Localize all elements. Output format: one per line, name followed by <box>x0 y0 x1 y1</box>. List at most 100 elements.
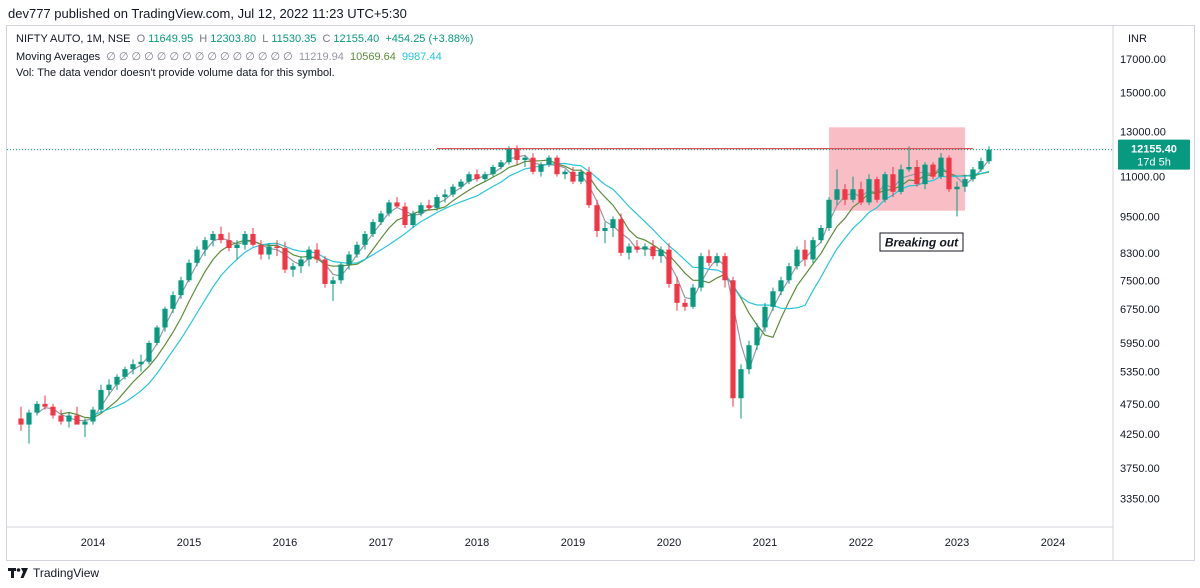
candle-body <box>594 205 600 231</box>
low-label: L <box>262 33 269 45</box>
y-tick-label: 7500.00 <box>1120 275 1160 287</box>
candle <box>442 189 448 203</box>
symbol-label[interactable]: NIFTY AUTO, 1M, NSE <box>16 33 131 45</box>
candle-body <box>802 249 808 260</box>
candle-body <box>658 249 664 257</box>
y-tick-label: 4250.00 <box>1120 429 1160 441</box>
candle <box>178 276 184 299</box>
candle <box>58 409 64 425</box>
candle <box>146 340 152 365</box>
candle <box>938 153 944 180</box>
candle-body <box>386 202 392 214</box>
candle-body <box>418 205 424 214</box>
close-value: 12155.40 <box>333 33 380 45</box>
candle <box>90 406 96 425</box>
candle <box>866 174 872 206</box>
candle-body <box>546 157 552 165</box>
candle <box>706 249 712 267</box>
candle <box>362 230 368 250</box>
candle-body <box>890 174 896 192</box>
candle-body <box>18 418 24 425</box>
y-tick-label: 3350.00 <box>1120 493 1160 505</box>
candle <box>642 243 648 257</box>
candle <box>842 184 848 206</box>
candle <box>450 184 456 198</box>
candle <box>650 240 656 260</box>
candle <box>546 155 552 167</box>
candle-body <box>866 179 872 203</box>
candle-body <box>834 189 840 200</box>
candle-body <box>706 256 712 263</box>
candle <box>818 225 824 244</box>
candle <box>850 176 856 203</box>
candle <box>202 237 208 257</box>
candle <box>306 246 312 267</box>
candle <box>826 197 832 231</box>
candle <box>474 169 480 182</box>
candle-body <box>522 157 528 160</box>
y-tick-label: 17000.00 <box>1120 54 1166 66</box>
candle-body <box>738 369 744 399</box>
volume-legend: Vol: The data vendor doesn't provide vol… <box>16 67 338 79</box>
candle-body <box>370 222 376 234</box>
chart-pane[interactable] <box>6 25 1195 561</box>
x-tick-label: 2024 <box>1041 537 1065 549</box>
ohlc-legend: NIFTY AUTO, 1M, NSE O 11649.95 H 12303.80 … <box>16 33 476 45</box>
candle-body <box>298 259 304 267</box>
candle <box>778 276 784 296</box>
candle <box>786 262 792 284</box>
y-tick-label: 4750.00 <box>1120 399 1160 411</box>
candle <box>50 403 56 419</box>
candle-body <box>178 280 184 296</box>
candle <box>754 323 760 350</box>
candle-body <box>90 409 96 422</box>
candle-body <box>602 227 608 231</box>
candle <box>322 256 328 288</box>
ma-legend[interactable]: Moving Averages ∅ ∅ ∅ ∅ ∅ ∅ ∅ ∅ ∅ ∅ ∅ ∅ … <box>16 50 445 63</box>
candle-body <box>346 254 352 265</box>
close-label: C <box>322 33 331 45</box>
candle-body <box>514 148 520 160</box>
candle-body <box>762 306 768 328</box>
candle-body <box>946 157 952 190</box>
candle-body <box>42 403 48 407</box>
candle-body <box>226 240 232 249</box>
candle <box>82 418 88 438</box>
candle-body <box>498 162 504 167</box>
candle <box>802 240 808 267</box>
candle <box>354 241 360 258</box>
candle <box>770 287 776 311</box>
candle <box>210 230 216 247</box>
candle <box>394 197 400 208</box>
candle <box>114 374 120 390</box>
candle-body <box>778 280 784 292</box>
candle <box>594 199 600 238</box>
candle-body <box>82 421 88 425</box>
x-tick-label: 2018 <box>465 537 489 549</box>
candle-body <box>74 415 80 425</box>
candle <box>882 171 888 203</box>
candle <box>922 162 928 190</box>
candle <box>138 354 144 372</box>
candle <box>674 276 680 311</box>
candle <box>42 395 48 410</box>
candle-body <box>482 174 488 180</box>
candle-body <box>986 149 992 162</box>
x-tick-label: 2021 <box>753 537 777 549</box>
open-value: 11649.95 <box>148 33 194 45</box>
candle <box>370 219 376 238</box>
x-tick-label: 2016 <box>273 537 297 549</box>
candle <box>330 276 336 301</box>
candle <box>714 252 720 267</box>
candle <box>122 366 128 380</box>
candle <box>522 155 528 167</box>
x-tick-label: 2015 <box>177 537 201 549</box>
brand-name: TradingView <box>33 566 100 580</box>
candle-body <box>458 181 464 187</box>
candle <box>914 159 920 187</box>
candle-body <box>938 157 944 177</box>
candle <box>498 159 504 170</box>
change-value: +454.25 (+3.88%) <box>385 33 474 45</box>
candle-body <box>314 249 320 260</box>
